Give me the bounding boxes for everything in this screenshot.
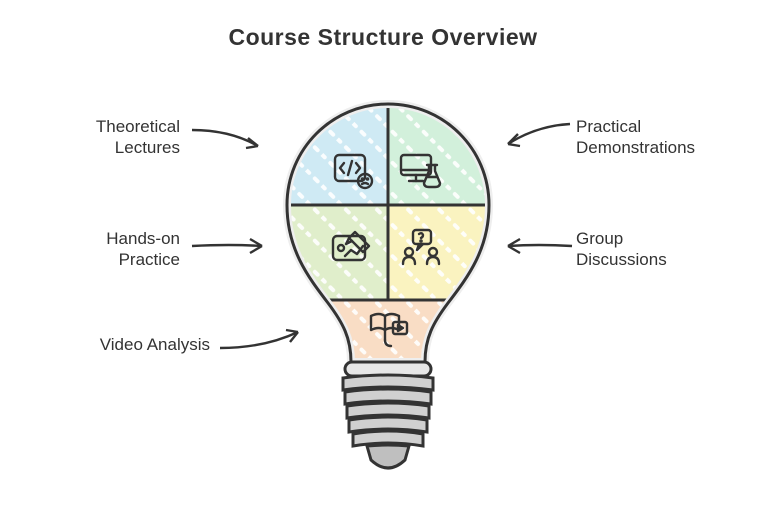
- page-title: Course Structure Overview: [0, 24, 766, 51]
- label-practical-demonstrations: Practical Demonstrations: [576, 116, 695, 159]
- label-group-discussions: Group Discussions: [576, 228, 667, 271]
- bulb-tip: [367, 445, 409, 468]
- arrow-theoretical: [190, 124, 270, 154]
- bulb-threads: [343, 375, 433, 446]
- label-video-analysis: Video Analysis: [100, 334, 210, 355]
- label-hands-on-practice: Hands-on Practice: [106, 228, 180, 271]
- lightbulb: [283, 100, 493, 490]
- arrow-group: [504, 236, 574, 256]
- label-theoretical-lectures: Theoretical Lectures: [96, 116, 180, 159]
- diagram-stage: Course Structure Overview: [0, 0, 766, 508]
- arrow-practical: [502, 120, 572, 150]
- arrow-handson: [190, 236, 270, 256]
